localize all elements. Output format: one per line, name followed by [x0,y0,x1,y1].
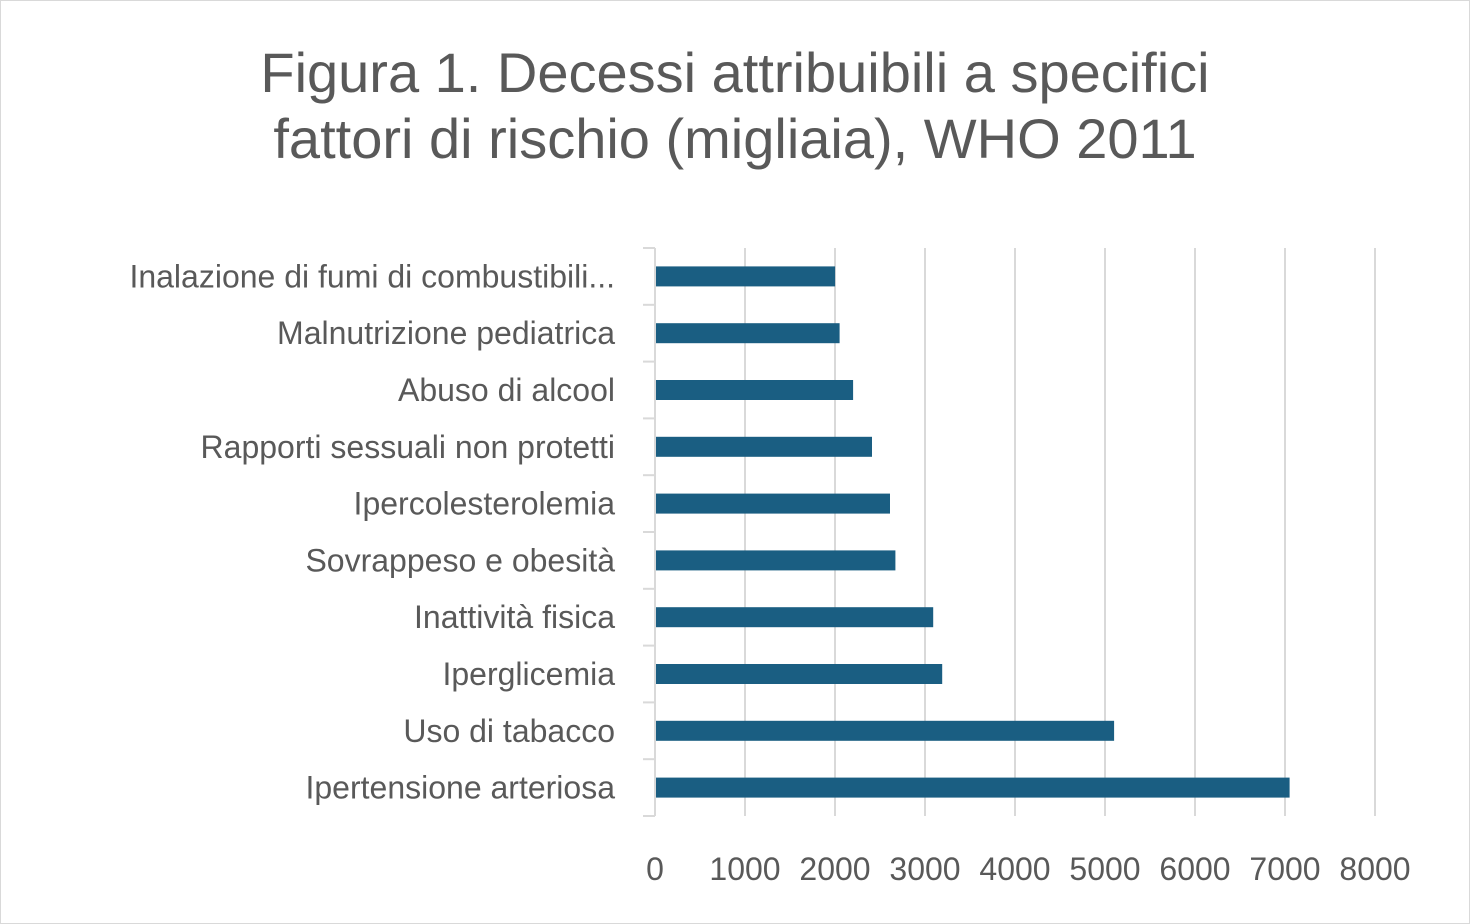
chart-title-line-2: fattori di rischio (migliaia), WHO 2011 [273,107,1197,170]
x-tick-label: 0 [646,851,664,887]
category-label: Malnutrizione pediatrica [277,315,615,351]
bar [656,550,896,571]
category-label: Ipertensione arteriosa [305,770,615,806]
category-label: Uso di tabacco [403,713,615,749]
category-labels: Ipertensione arteriosa Uso di tabacco Iper… [129,258,615,805]
x-tick-label: 2000 [799,851,870,887]
bar [656,266,836,287]
x-tick-label: 5000 [1069,851,1140,887]
bar [656,720,1115,741]
chart-title: Figura 1. Decessi attribuibili a specifi… [0,40,1470,172]
x-tick-label: 1000 [709,851,780,887]
category-label: Abuso di alcool [398,372,615,408]
bar [656,664,943,684]
x-tick-label: 8000 [1339,851,1410,887]
bar [656,323,840,344]
y-axis [643,247,656,817]
bar [656,436,872,457]
x-tick-labels: 0 1000 2000 3000 4000 5000 6000 7000 8000 [646,851,1410,887]
bar [656,607,934,628]
bars [656,266,1290,798]
x-tick-label: 4000 [979,851,1050,887]
category-label: Inattività fisica [414,599,615,635]
category-label: Ipercolesterolemia [354,486,616,522]
category-label: Iperglicemia [442,656,615,692]
category-label: Sovrappeso e obesità [305,542,615,578]
bar [656,777,1290,798]
bar [656,493,890,514]
x-tick-label: 7000 [1249,851,1320,887]
category-label: Rapporti sessuali non protetti [201,429,615,465]
category-label: Inalazione di fumi di combustibili... [129,258,615,294]
bar [656,380,854,400]
x-tick-label: 6000 [1159,851,1230,887]
x-tick-label: 3000 [889,851,960,887]
chart-title-line-1: Figura 1. Decessi attribuibili a specifi… [260,41,1210,104]
